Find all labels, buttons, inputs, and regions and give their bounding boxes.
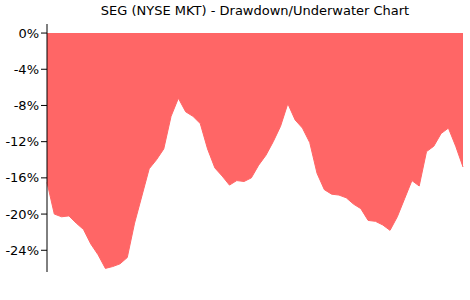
svg-text:-4%: -4%: [14, 62, 39, 77]
svg-text:-24%: -24%: [8, 243, 39, 258]
svg-text:-8%: -8%: [14, 98, 39, 113]
svg-text:-20%: -20%: [8, 207, 39, 222]
html-text:SEG (NYSE MKT) - Drawdown/Unde: SEG (NYSE MKT) - Drawdown/Underwater Cha…: [100, 3, 410, 18]
svg-text:-16%: -16%: [8, 170, 39, 185]
svg-text:-12%: -12%: [8, 134, 39, 149]
svg-text:0%: 0%: [18, 26, 39, 41]
